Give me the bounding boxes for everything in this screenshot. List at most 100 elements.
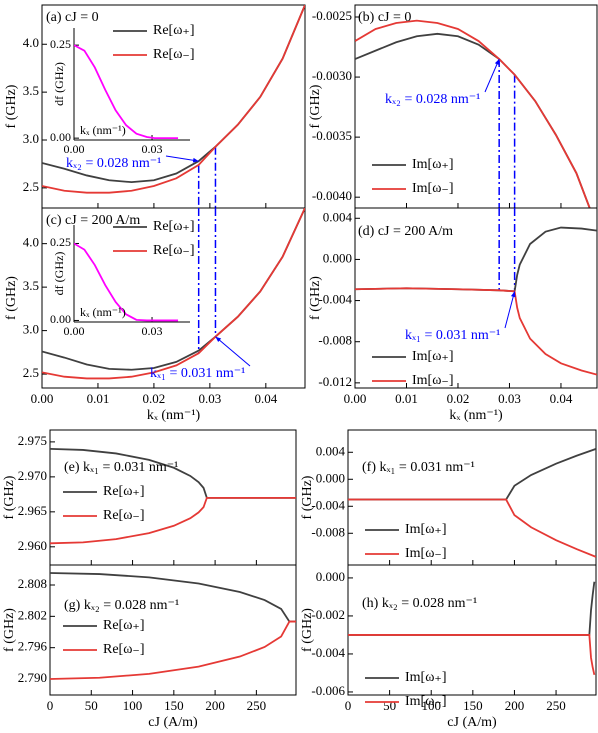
plot-area: [50, 572, 296, 680]
x-tick-label: 250: [247, 698, 267, 713]
y-tick-label: 2.960: [18, 538, 47, 553]
annotation: kₓ₁ = 0.031 nm⁻¹: [405, 328, 500, 343]
plot-area: [348, 448, 596, 558]
series-line: [42, 5, 305, 194]
series-line: [74, 242, 179, 322]
legend-label: Im[ω₋]: [412, 373, 453, 388]
y-axis-label: f (GHz): [2, 475, 17, 519]
legend-label: Re[ω₋]: [153, 243, 194, 258]
y-tick-label: 2.5: [23, 179, 39, 194]
x-tick-label: 0.04: [550, 391, 573, 406]
series-line: [348, 634, 596, 676]
series-line: [348, 498, 596, 558]
panel: 0.004 0.000 -0.004 -0.008 Im[ω₊] Im[ω₋] (f) kₓ…: [300, 429, 597, 566]
y-tick-label: 2.970: [18, 468, 47, 483]
frame: [354, 207, 598, 389]
legend-label: Im[ω₋]: [405, 546, 446, 561]
legend-label: Re[ω₊]: [103, 618, 144, 633]
x-tick-label: 0.00: [64, 142, 85, 156]
y-tick-label: 0.25: [50, 235, 71, 249]
panel: 0 50 100 150 200 250 2.808 2.802 2.796 2.790 Re[ω₊…: [2, 564, 297, 730]
y-axis-label: f (GHz): [2, 608, 17, 652]
plot-area: [348, 581, 596, 676]
x-tick-label: 150: [463, 698, 483, 713]
legend-label: Im[ω₋]: [412, 181, 453, 196]
arrow-head: [215, 336, 222, 343]
series-line: [50, 620, 296, 680]
x-tick-label: 0.01: [87, 391, 110, 406]
frame: [347, 429, 597, 566]
panel-title: (c) cJ = 200 A/m: [46, 213, 140, 228]
x-tick-label: 0: [47, 698, 54, 713]
x-tick-label: 100: [421, 698, 441, 713]
x-tick-label: 0.03: [498, 391, 521, 406]
legend-label: Re[ω₊]: [153, 219, 194, 234]
y-axis-label: f (GHz): [4, 84, 19, 128]
y-tick-label: -0.004: [311, 645, 345, 660]
panel: 0 50 100 150 200 250 0.000 -0.002 -0.004 -0.006 Im…: [300, 564, 597, 730]
legend-label: Im[ω₊]: [405, 522, 446, 537]
y-axis-label: f (GHz): [300, 475, 315, 519]
y-tick-label: -0.006: [311, 683, 345, 698]
y-tick-label: 2.965: [18, 503, 47, 518]
x-tick-label: 0.03: [142, 142, 163, 156]
y-tick-label: -0.0030: [312, 68, 352, 83]
y-tick-label: 4.0: [23, 235, 39, 250]
plot-area: [50, 447, 296, 545]
x-tick-label: 0.02: [143, 391, 166, 406]
x-tick-label: 50: [383, 698, 396, 713]
y-tick-label: 2.796: [18, 639, 48, 654]
y-tick-label: 2.790: [18, 670, 47, 685]
y-tick-label: 2.802: [18, 607, 47, 622]
panel: 2.975 2.970 2.965 2.960 Re[ω₊] Re[ω₋] (e) kₓ₁ …: [2, 429, 297, 566]
x-axis-label: kₓ (nm⁻¹): [147, 408, 201, 423]
panel-title: (f) kₓ₁ = 0.031 nm⁻¹: [362, 460, 475, 475]
plot-area: [355, 208, 597, 376]
legend-label: Re[ω₊]: [153, 23, 194, 38]
inset: 0.00 0.03 0.00 0.25 kₓ (nm⁻¹) df (GHz): [50, 225, 190, 338]
panel: 0.00 0.01 0.02 0.03 0.04 0.004 0.000 -0.004 -0.0…: [308, 207, 598, 423]
x-tick-label: 0.01: [395, 391, 418, 406]
x-tick-label: 0.00: [31, 391, 54, 406]
series-line: [42, 208, 305, 380]
y-tick-label: 4.0: [23, 35, 39, 50]
annotation: kₓ₂ = 0.028 nm⁻¹: [385, 92, 480, 107]
y-tick-label: -0.0040: [312, 188, 352, 203]
x-tick-label: 0: [345, 698, 352, 713]
y-axis-label: f (GHz): [308, 84, 323, 128]
y-tick-label: 3.5: [23, 83, 39, 98]
x-tick-label: 0.02: [447, 391, 470, 406]
y-tick-label: -0.008: [311, 524, 345, 539]
series-line: [50, 496, 296, 545]
x-tick-label: 0.03: [142, 324, 163, 338]
x-tick-label: 100: [123, 698, 143, 713]
x-axis-label: kₓ (nm⁻¹): [80, 305, 126, 319]
x-tick-label: 0.04: [254, 391, 277, 406]
inset: 0.00 0.03 0.00 0.25 kₓ (nm⁻¹) df (GHz): [50, 28, 190, 156]
arrow-head: [510, 291, 516, 298]
y-tick-label: -0.012: [318, 374, 352, 389]
series-line: [50, 572, 296, 623]
x-tick-label: 0.03: [198, 391, 221, 406]
y-axis-label: f (GHz): [300, 608, 315, 652]
plot-area: [355, 19, 591, 208]
y-tick-label: 2.808: [18, 576, 47, 591]
panel: 0.00 0.01 0.02 0.03 0.04 2.5 3.0 3.5 4.0 Re[ω₊] Re…: [4, 207, 306, 423]
legend-label: Re[ω₊]: [103, 484, 144, 499]
x-tick-label: 150: [164, 698, 184, 713]
legend-label: Re[ω₋]: [103, 508, 144, 523]
annotation: kₓ₁ = 0.031 nm⁻¹: [150, 366, 245, 381]
legend-label: Re[ω₋]: [103, 642, 144, 657]
y-tick-label: 3.0: [23, 322, 39, 337]
x-tick-label: 50: [85, 698, 98, 713]
plot-area: [42, 208, 305, 380]
y-tick-label: -0.0035: [312, 128, 352, 143]
frame: [347, 564, 597, 696]
series-line: [355, 287, 597, 376]
legend-label: Re[ω₋]: [153, 47, 194, 62]
arrow-head: [494, 59, 500, 66]
y-axis-label: f (GHz): [308, 276, 323, 320]
y-tick-label: -0.0025: [312, 8, 352, 23]
x-tick-label: 200: [505, 698, 525, 713]
frame: [41, 207, 306, 389]
